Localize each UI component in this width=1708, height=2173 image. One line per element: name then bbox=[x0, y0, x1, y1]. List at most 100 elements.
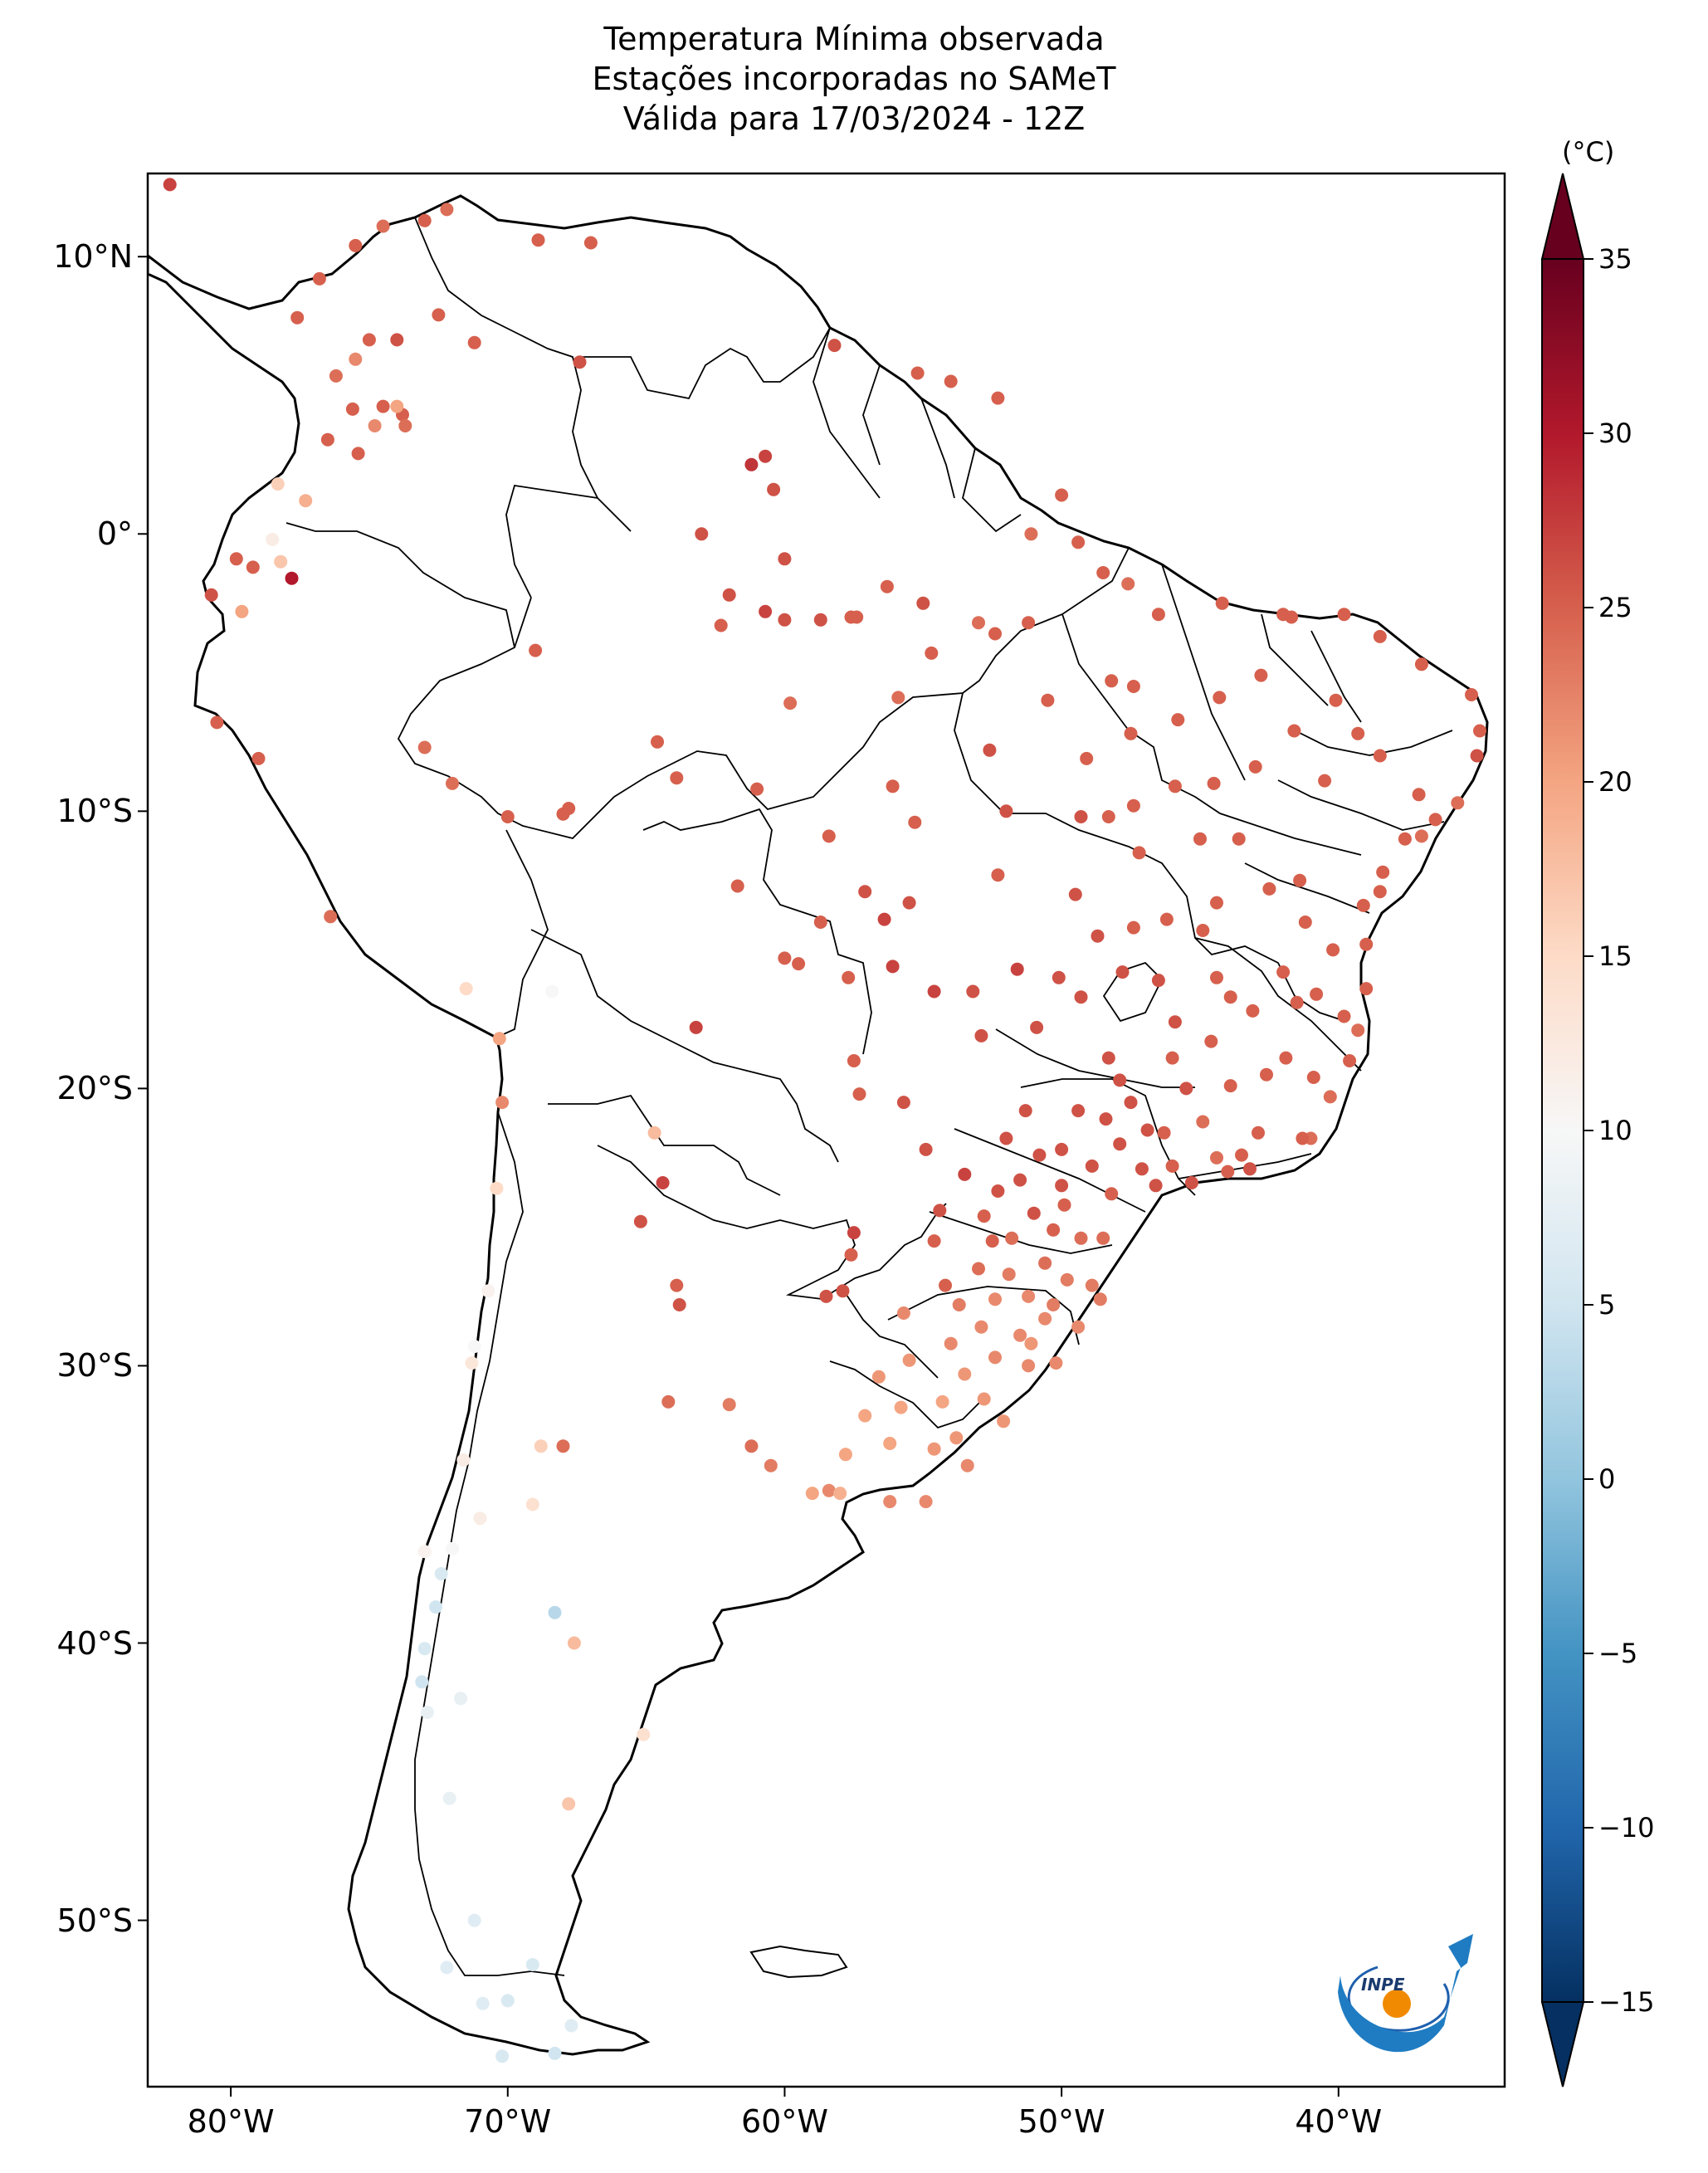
station-marker bbox=[689, 1020, 703, 1034]
station-marker bbox=[531, 233, 545, 247]
station-marker bbox=[1323, 1090, 1337, 1104]
station-marker bbox=[1113, 1073, 1127, 1087]
station-marker bbox=[661, 1394, 676, 1409]
station-marker bbox=[1248, 759, 1262, 774]
station-marker bbox=[529, 643, 543, 657]
station-marker bbox=[1246, 1003, 1260, 1018]
station-marker bbox=[1071, 1320, 1086, 1334]
station-marker bbox=[891, 691, 905, 705]
station-marker bbox=[902, 896, 916, 910]
station-marker bbox=[902, 1353, 916, 1367]
station-marker bbox=[656, 1176, 670, 1189]
station-marker bbox=[1151, 608, 1165, 622]
station-marker bbox=[1022, 1289, 1036, 1303]
station-marker bbox=[1412, 788, 1426, 802]
station-marker bbox=[844, 1248, 858, 1262]
station-marker bbox=[320, 432, 334, 447]
colorbar-tick-label: 5 bbox=[1598, 1289, 1616, 1321]
station-marker bbox=[1414, 829, 1428, 843]
station-marker bbox=[883, 1437, 897, 1450]
station-marker bbox=[778, 613, 792, 627]
colorbar-tick-label: 15 bbox=[1598, 940, 1632, 972]
station-marker bbox=[944, 1336, 958, 1350]
station-marker bbox=[1121, 577, 1135, 591]
station-marker bbox=[960, 1458, 974, 1472]
station-marker bbox=[997, 1414, 1011, 1428]
station-marker bbox=[1055, 1142, 1069, 1156]
station-marker bbox=[958, 1367, 972, 1381]
station-marker bbox=[985, 1234, 999, 1248]
station-marker bbox=[376, 399, 390, 413]
station-marker bbox=[896, 1096, 910, 1110]
station-marker bbox=[871, 1370, 886, 1384]
station-marker bbox=[500, 1994, 515, 2008]
station-marker bbox=[1140, 1123, 1154, 1137]
station-marker bbox=[966, 984, 980, 999]
station-marker bbox=[1101, 1051, 1115, 1065]
station-marker bbox=[415, 1675, 429, 1689]
station-marker bbox=[972, 1262, 985, 1276]
station-marker bbox=[1115, 965, 1130, 979]
x-tick-label: 80°W bbox=[187, 2103, 275, 2140]
station-marker bbox=[822, 1483, 836, 1497]
station-marker bbox=[1135, 1162, 1149, 1176]
station-marker bbox=[858, 1409, 872, 1423]
station-marker bbox=[1306, 1071, 1320, 1084]
station-marker bbox=[1132, 846, 1146, 860]
station-marker bbox=[764, 1458, 778, 1472]
station-marker bbox=[1099, 1112, 1113, 1126]
station-marker bbox=[376, 219, 390, 233]
station-marker bbox=[1027, 1206, 1041, 1220]
station-marker bbox=[778, 552, 792, 566]
station-marker bbox=[251, 751, 266, 765]
station-marker bbox=[1093, 1292, 1107, 1306]
station-marker bbox=[974, 1320, 988, 1334]
station-marker bbox=[1196, 924, 1210, 937]
station-marker bbox=[991, 391, 1005, 405]
station-marker bbox=[442, 1791, 456, 1805]
station-marker bbox=[545, 984, 559, 999]
station-marker bbox=[467, 1340, 481, 1354]
station-marker bbox=[750, 782, 764, 796]
station-marker bbox=[925, 646, 939, 660]
station-marker bbox=[1290, 995, 1304, 1009]
station-marker bbox=[548, 1605, 562, 1619]
station-marker bbox=[1296, 1131, 1310, 1145]
station-marker bbox=[1298, 916, 1312, 929]
station-marker bbox=[1024, 527, 1038, 541]
station-marker bbox=[525, 1958, 539, 1971]
station-marker bbox=[1414, 657, 1428, 671]
colorbar-tick-label: 10 bbox=[1598, 1115, 1632, 1146]
station-marker bbox=[1329, 693, 1343, 707]
station-marker bbox=[1047, 1298, 1061, 1311]
station-marker bbox=[1159, 912, 1174, 926]
station-marker bbox=[312, 271, 326, 286]
station-marker bbox=[495, 1096, 510, 1110]
station-marker bbox=[1359, 982, 1374, 996]
colorbar-tick-label: 0 bbox=[1598, 1463, 1616, 1495]
station-marker bbox=[1165, 1051, 1179, 1065]
station-marker bbox=[476, 1996, 490, 2010]
station-marker bbox=[299, 494, 313, 508]
station-marker bbox=[1260, 1067, 1273, 1082]
station-marker bbox=[1126, 798, 1140, 813]
station-marker bbox=[1465, 688, 1478, 701]
station-marker bbox=[880, 579, 894, 593]
station-marker bbox=[894, 1400, 908, 1414]
station-marker bbox=[204, 588, 218, 602]
inpe-logo: INPE bbox=[1338, 1934, 1473, 2053]
station-marker bbox=[858, 885, 872, 899]
station-marker bbox=[567, 1636, 581, 1650]
station-marker bbox=[1184, 1176, 1198, 1189]
station-marker bbox=[210, 715, 224, 730]
station-marker bbox=[1038, 1311, 1052, 1326]
station-marker bbox=[1049, 1356, 1063, 1370]
station-marker bbox=[1451, 796, 1465, 810]
station-marker bbox=[1074, 990, 1088, 1004]
station-marker bbox=[1252, 1126, 1265, 1140]
station-marker bbox=[1232, 832, 1246, 846]
station-marker bbox=[916, 596, 930, 610]
station-marker bbox=[1124, 726, 1138, 740]
station-marker bbox=[345, 402, 359, 416]
station-marker bbox=[974, 1028, 988, 1043]
